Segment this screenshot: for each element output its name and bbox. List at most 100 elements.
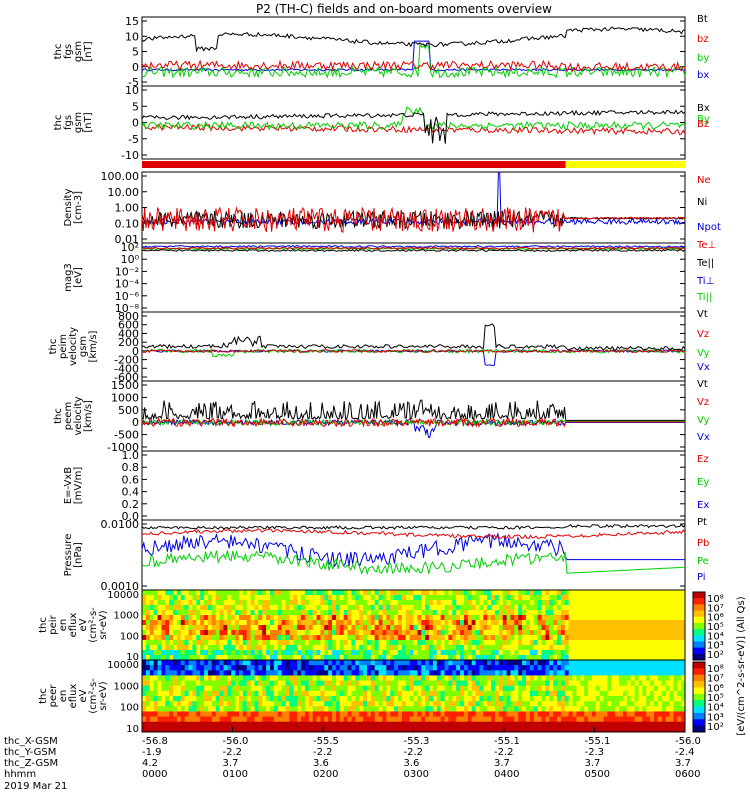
heatmap-cell	[285, 655, 290, 661]
heatmap-cell	[394, 665, 399, 671]
heatmap-cell	[510, 635, 515, 641]
y-tick-label: 100.00	[101, 170, 140, 183]
heatmap-cell	[266, 696, 271, 702]
y-axis-label-line: peir	[48, 614, 59, 634]
heatmap-cell	[657, 630, 663, 636]
heatmap-cell	[242, 630, 248, 636]
heatmap-cell	[366, 600, 372, 606]
heatmap-cell	[669, 670, 674, 676]
heatmap-cell	[452, 690, 457, 697]
series-line-Ne	[141, 206, 686, 233]
heatmap-cell	[277, 590, 283, 596]
heatmap-cell	[308, 670, 314, 676]
heatmap-cell	[657, 690, 663, 697]
heatmap-cell	[572, 685, 577, 692]
heatmap-cell	[429, 675, 434, 681]
heatmap-cell	[487, 600, 492, 606]
heatmap-cell	[599, 701, 604, 707]
heatmap-cell	[238, 726, 244, 733]
heatmap-cell	[211, 595, 217, 601]
heatmap-cell	[200, 605, 205, 611]
heatmap-cell	[549, 696, 554, 702]
heatmap-cell	[269, 655, 275, 661]
y-axis-label-line: gsm	[73, 112, 84, 133]
heatmap-cell	[223, 721, 228, 728]
heatmap-cell	[200, 701, 205, 707]
heatmap-cell	[262, 665, 267, 671]
heatmap-cell	[332, 605, 337, 611]
heatmap-cell	[176, 721, 182, 728]
heatmap-cell	[301, 630, 306, 636]
heatmap-cell	[452, 665, 457, 671]
heatmap-cell	[615, 650, 620, 656]
heatmap-cell	[498, 640, 504, 646]
heatmap-cell	[560, 726, 566, 733]
heatmap-cell	[246, 605, 251, 611]
heatmap-cell	[429, 716, 434, 723]
heatmap-cell	[421, 590, 426, 596]
heatmap-cell	[650, 645, 655, 651]
heatmap-cell	[491, 635, 496, 641]
heatmap-cell	[603, 685, 608, 692]
heatmap-cell	[603, 605, 608, 611]
heatmap-cell	[200, 650, 205, 656]
heatmap-cell	[560, 645, 566, 651]
heatmap-cell	[176, 630, 182, 636]
heatmap-cell	[324, 635, 329, 641]
colorbar-label-text: [eV/(cm^2-s-sr-eV)] (All Qs)	[736, 596, 747, 735]
heatmap-cell	[630, 655, 635, 661]
heatmap-cell	[254, 665, 259, 671]
heatmap-cell	[553, 605, 558, 611]
heatmap-cell	[498, 685, 504, 692]
heatmap-cell	[277, 595, 283, 601]
heatmap-cell	[506, 595, 511, 601]
heatmap-cell	[281, 650, 286, 656]
heatmap-cell	[436, 635, 442, 641]
heatmap-cell	[529, 670, 535, 676]
heatmap-cell	[173, 655, 178, 661]
heatmap-cell	[603, 726, 608, 733]
heatmap-cell	[355, 685, 360, 692]
heatmap-cell	[642, 645, 647, 651]
heatmap-cell	[320, 595, 325, 601]
heatmap-cell	[394, 590, 399, 596]
heatmap-cell	[525, 721, 531, 728]
heatmap-cell	[421, 640, 426, 646]
heatmap-cell	[332, 635, 337, 641]
heatmap-cell	[502, 655, 507, 661]
heatmap-cell	[432, 620, 438, 626]
heatmap-cell	[281, 701, 286, 707]
heatmap-cell	[413, 716, 418, 723]
heatmap-cell	[308, 701, 314, 707]
y-tick-label: -10	[121, 149, 139, 162]
heatmap-cell	[145, 726, 151, 733]
heatmap-cell	[215, 650, 220, 656]
heatmap-cell	[200, 610, 205, 616]
heatmap-cell	[591, 680, 597, 687]
heatmap-cell	[421, 620, 426, 626]
x-tick-gsm-y: -1.9	[142, 747, 162, 758]
heatmap-cell	[626, 716, 632, 723]
heatmap-cell	[332, 590, 337, 596]
heatmap-cell	[238, 680, 244, 687]
heatmap-cell	[339, 615, 345, 621]
heatmap-cell	[196, 726, 201, 733]
heatmap-cell	[626, 685, 632, 692]
heatmap-cell	[320, 690, 325, 697]
heatmap-cell	[145, 635, 151, 641]
heatmap-cell	[537, 675, 542, 681]
heatmap-cell	[332, 680, 337, 687]
heatmap-cell	[460, 605, 465, 611]
heatmap-cell	[266, 680, 271, 687]
heatmap-cell	[460, 595, 465, 601]
heatmap-cell	[382, 630, 387, 636]
heatmap-cell	[192, 716, 197, 723]
heatmap-cell	[494, 640, 500, 646]
heatmap-cell	[665, 690, 670, 697]
heatmap-cell	[452, 595, 457, 601]
heatmap-cell	[514, 721, 519, 728]
heatmap-cell	[634, 660, 639, 666]
heatmap-cell	[588, 690, 593, 697]
